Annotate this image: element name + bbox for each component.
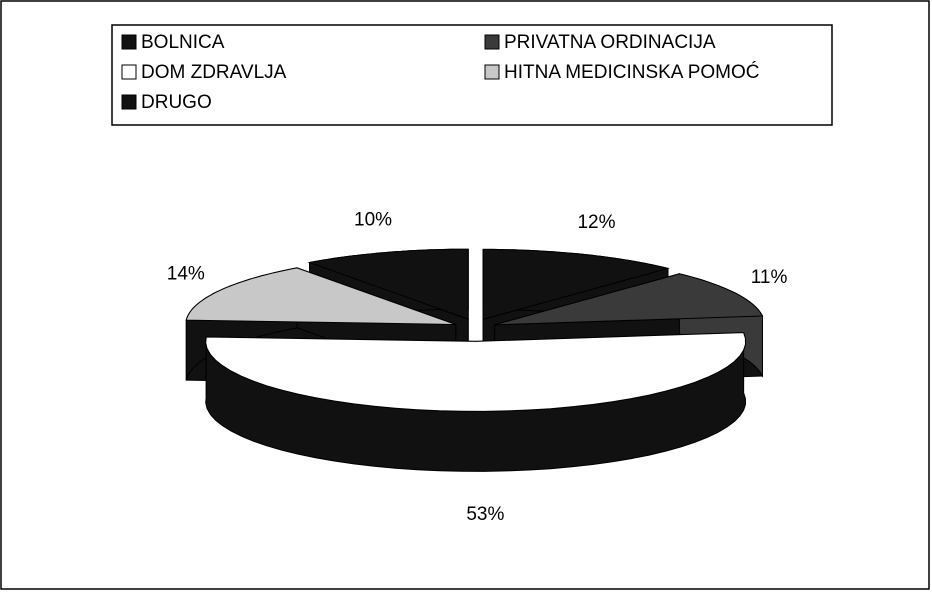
legend-swatch: [484, 34, 500, 50]
data-label: 10%: [354, 210, 392, 231]
legend-swatch: [121, 94, 137, 110]
slice-top: [494, 273, 764, 326]
legend-swatch: [484, 64, 500, 80]
pie-slice: [205, 332, 747, 472]
data-label: 53%: [466, 504, 504, 525]
data-label: 14%: [167, 264, 205, 285]
data-label: 11%: [751, 267, 788, 288]
data-label: 12%: [577, 212, 615, 233]
legend-box: [111, 24, 833, 126]
legend-label: DOM ZDRAVLJA: [141, 62, 287, 83]
slice-top: [307, 248, 469, 320]
legend-label: BOLNICA: [141, 32, 225, 53]
slice-top: [482, 248, 670, 321]
slice-top: [185, 267, 456, 326]
slice-top: [205, 332, 747, 412]
legend-label: HITNA MEDICINSKA POMOĆ: [504, 61, 759, 83]
legend-swatch: [121, 64, 137, 80]
legend-label: DRUGO: [141, 92, 212, 113]
legend-label: PRIVATNA ORDINACIJA: [504, 32, 716, 53]
legend-swatch: [121, 34, 137, 50]
